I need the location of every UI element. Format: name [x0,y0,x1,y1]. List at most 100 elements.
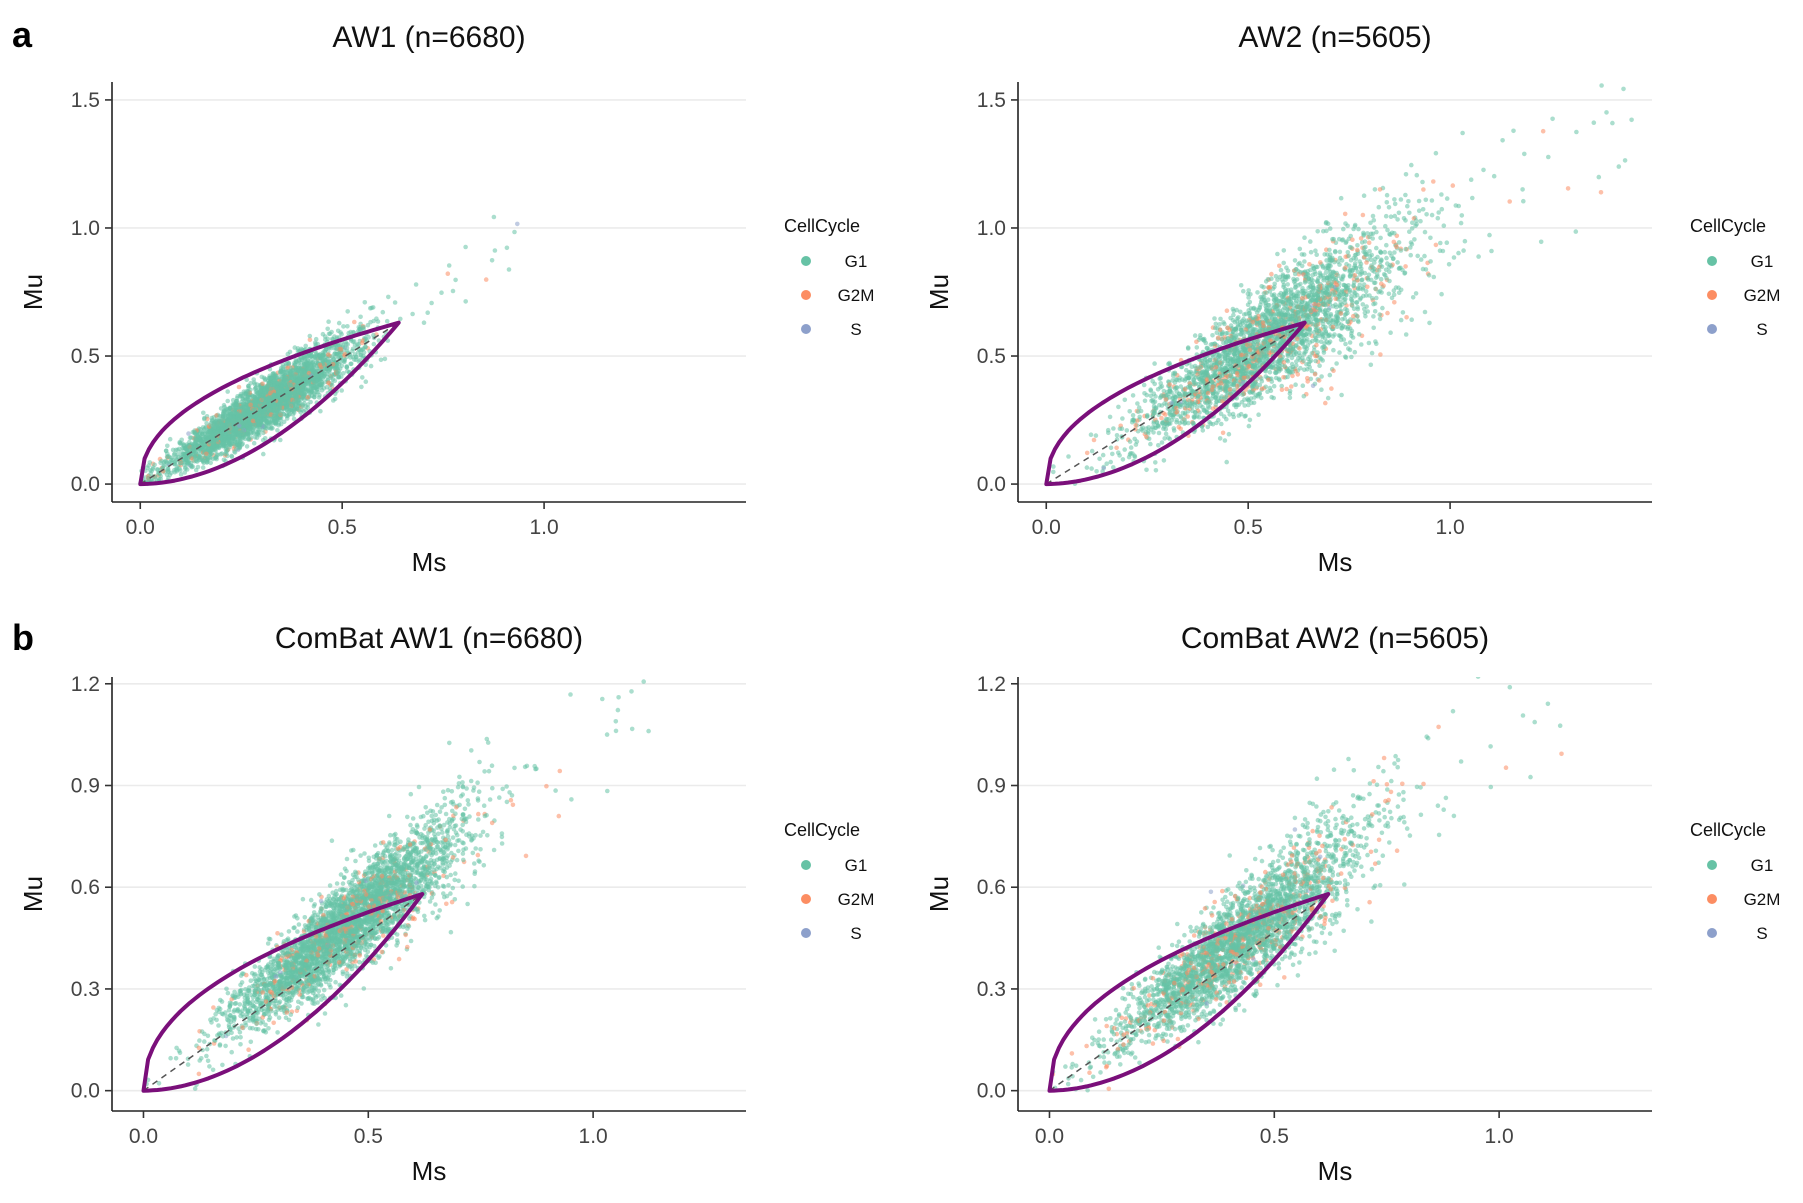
data-point [342,358,348,363]
data-point [254,403,260,409]
data-point [352,319,357,325]
data-point [332,334,337,339]
data-point [301,391,307,396]
data-point [233,446,239,452]
data-point [1171,428,1177,433]
data-point [1414,172,1420,178]
data-point [208,422,213,428]
data-point [220,424,225,430]
data-point [273,375,278,381]
data-point [1406,199,1411,204]
data-point [1337,350,1342,355]
data-point [1409,226,1415,231]
data-point [173,455,179,460]
data-point [1337,249,1343,255]
data-point [392,300,398,305]
legend-title: CellCycle [784,216,860,236]
data-point [1391,288,1397,293]
data-point [305,395,311,400]
data-point [275,395,281,400]
data-point [1355,306,1361,312]
data-point [1267,369,1273,375]
data-point [229,454,235,460]
data-point [275,428,280,433]
data-point [238,391,244,397]
data-point [293,400,299,406]
data-point [180,445,185,451]
data-point [196,455,201,460]
data-point [1159,440,1165,445]
data-point [201,426,207,432]
data-point [1596,174,1602,180]
data-point [1373,286,1378,292]
data-point [358,327,363,333]
data-point [259,393,264,398]
data-point [1278,267,1284,273]
data-point [368,319,373,325]
data-point [311,362,317,368]
data-point [272,404,277,409]
data-point [218,418,224,424]
data-point [214,430,219,436]
data-point [1317,363,1322,369]
data-point [281,419,287,425]
data-point [1272,292,1277,297]
data-point [165,443,170,449]
data-point [178,472,184,477]
data-point [1294,363,1299,368]
data-point [253,397,258,403]
data-point [1409,162,1414,168]
data-point [319,388,325,393]
data-point [164,460,170,466]
data-point [410,311,415,317]
data-point [1135,401,1140,406]
data-point [219,431,224,437]
data-point [398,316,403,322]
data-point [281,401,287,406]
data-point [1236,315,1241,320]
data-point [1247,417,1253,423]
data-point [1111,465,1116,470]
data-point [255,420,261,425]
data-point [378,357,384,363]
data-point [1279,383,1284,389]
data-point [334,351,339,357]
data-point [1051,464,1056,469]
data-point [323,337,328,342]
data-point [286,361,292,367]
data-point [266,419,272,424]
data-point [1599,83,1604,88]
data-point [1369,350,1375,356]
data-point [225,389,230,394]
data-point [276,408,281,413]
data-point [243,405,248,410]
data-point [285,365,290,371]
data-point [1368,257,1374,263]
data-point [297,407,302,413]
data-point [287,390,293,395]
data-point [303,343,309,349]
data-point [1368,220,1373,226]
data-point [281,369,287,375]
y-tick-label: 1.5 [71,89,100,112]
data-point [369,305,374,311]
data-point [1259,378,1265,384]
data-point [1368,362,1374,368]
data-point [1277,377,1282,383]
data-point [1371,301,1376,307]
data-point [1329,386,1334,391]
data-point [1122,397,1128,403]
data-point [332,378,338,384]
data-point [273,385,279,391]
data-point [1418,257,1424,262]
data-point [1416,208,1422,213]
data-point [230,408,236,413]
data-point [230,397,236,403]
data-point [357,357,363,363]
data-point [315,356,321,362]
data-point [362,300,368,305]
data-point [1404,315,1409,320]
data-point [210,444,215,449]
data-point [316,381,322,386]
